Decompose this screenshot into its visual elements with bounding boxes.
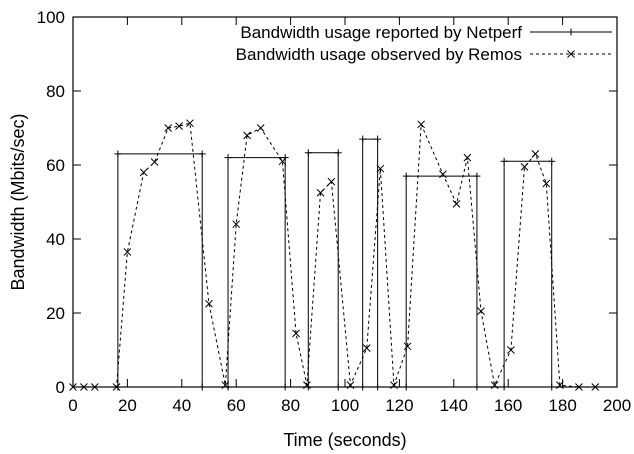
data-point: [164, 124, 173, 132]
data-point: [362, 344, 371, 353]
data-point: [490, 381, 499, 390]
data-point: [175, 122, 183, 131]
data-point: [390, 381, 398, 390]
data-point: [205, 299, 213, 308]
y-tick-label: 80: [46, 82, 65, 101]
data-point: [256, 124, 265, 132]
data-point: [452, 199, 461, 208]
x-tick-label: 140: [440, 396, 468, 415]
y-tick-label: 60: [46, 156, 65, 175]
data-point: [278, 157, 287, 166]
x-tick-label: 0: [68, 396, 77, 415]
x-tick-label: 20: [118, 396, 137, 415]
x-tick-label: 100: [331, 396, 359, 415]
data-point: [243, 131, 251, 140]
data-point: [232, 220, 241, 229]
x-tick-label: 180: [548, 396, 576, 415]
data-point: [477, 307, 485, 316]
data-point: [403, 342, 412, 351]
data-point: [150, 158, 159, 166]
legend-label: Bandwidth usage reported by Netperf: [240, 23, 522, 42]
y-tick-label: 40: [46, 230, 65, 249]
data-point: [303, 381, 311, 390]
legend-marker: [567, 50, 575, 58]
y-axis-label: Bandwidth (Mbits/sec): [8, 113, 28, 290]
y-tick-label: 20: [46, 304, 65, 323]
data-point: [292, 329, 300, 338]
data-point: [186, 119, 194, 128]
data-point: [139, 168, 148, 177]
legend-label: Bandwidth usage observed by Remos: [236, 45, 522, 64]
series-netperf: [114, 135, 556, 391]
legend: Bandwidth usage reported by Netperf Bandw…: [236, 23, 612, 64]
x-tick-label: 160: [494, 396, 522, 415]
x-tick-label: 40: [172, 396, 191, 415]
x-axis-label: Time (seconds): [283, 430, 406, 450]
data-point: [123, 248, 132, 256]
data-point: [531, 150, 540, 158]
y-tick-label: 100: [37, 8, 65, 27]
data-point: [112, 383, 121, 391]
series-layer: [69, 119, 600, 391]
series-remos: [69, 119, 600, 391]
data-point: [80, 383, 88, 391]
x-tick-label: 80: [281, 396, 300, 415]
x-tick-label: 120: [385, 396, 413, 415]
data-point: [221, 381, 230, 390]
legend-entry: Bandwidth usage reported by Netperf: [240, 23, 612, 42]
data-point: [463, 153, 472, 162]
axes-layer: 0 20 40 60 80 100 120 140 160 180 200 0 20 40 60 80 100: [37, 8, 632, 415]
data-point: [376, 164, 385, 173]
y-tick-label: 0: [56, 378, 65, 397]
data-point: [542, 179, 551, 188]
data-point: [346, 381, 355, 390]
x-tick-label: 200: [603, 396, 631, 415]
legend-entry: Bandwidth usage observed by Remos: [236, 45, 612, 64]
data-point: [591, 383, 600, 391]
data-point: [439, 170, 447, 179]
data-point: [316, 188, 325, 197]
data-point: [417, 120, 426, 129]
x-tick-label: 60: [227, 396, 246, 415]
series-line: [73, 122, 596, 388]
data-point: [507, 346, 515, 354]
data-point: [520, 162, 529, 171]
series-line: [117, 138, 553, 388]
data-point: [90, 383, 99, 391]
data-point: [575, 383, 583, 391]
data-point: [327, 177, 336, 186]
